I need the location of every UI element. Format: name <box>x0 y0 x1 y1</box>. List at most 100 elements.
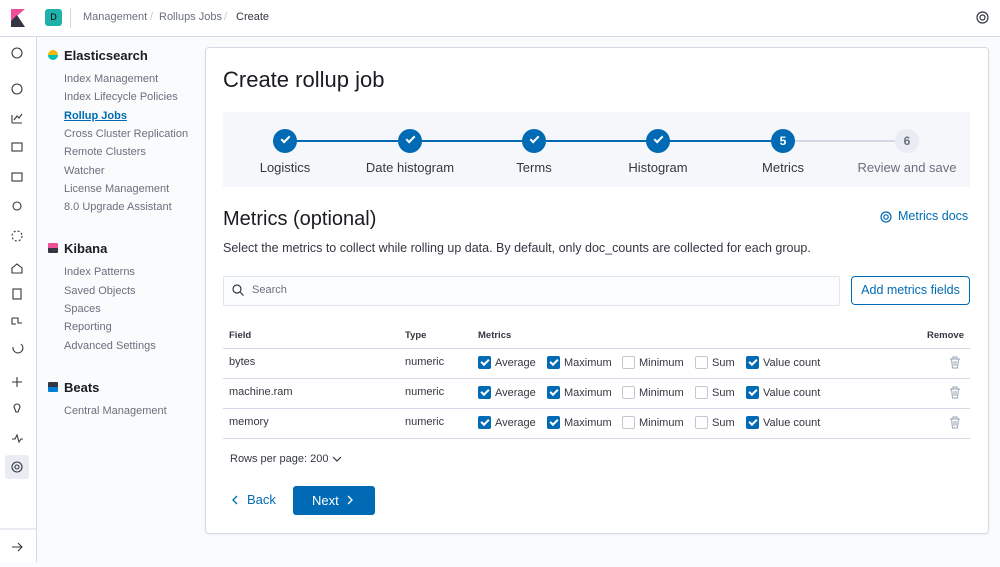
docs-link[interactable]: Metrics docs <box>898 209 969 223</box>
nav-item[interactable]: Remote Clusters <box>64 146 146 159</box>
remove-icon[interactable] <box>949 416 961 429</box>
metric-checkbox[interactable] <box>746 356 759 369</box>
type-cell: numeric <box>405 386 445 398</box>
step-label[interactable]: Logistics <box>259 160 311 175</box>
next-button[interactable] <box>293 486 375 515</box>
header: D Management / Rollups Jobs / Create <box>0 0 1000 37</box>
nav-item[interactable]: Advanced Settings <box>64 339 156 352</box>
metric-label[interactable]: Minimum <box>639 417 684 429</box>
step-circle[interactable] <box>646 129 670 153</box>
add-metrics-button[interactable]: Add metrics fields <box>851 276 970 305</box>
nav-item[interactable]: Index Management <box>64 73 159 85</box>
field-cell: bytes <box>229 356 256 368</box>
step-connector <box>285 140 410 142</box>
step-circle[interactable]: 6 <box>895 129 919 153</box>
nav-item[interactable]: Saved Objects <box>64 284 136 297</box>
metric-checkbox[interactable] <box>547 356 560 369</box>
step-connector <box>783 140 907 142</box>
metric-label[interactable]: Maximum <box>564 387 612 399</box>
nav-icons[interactable] <box>0 37 36 562</box>
space-avatar[interactable]: D <box>45 9 62 26</box>
breadcrumb[interactable]: Rollups Jobs <box>159 11 222 23</box>
metric-label[interactable]: Minimum <box>639 387 684 399</box>
column-header: Remove <box>927 330 964 341</box>
kibana-logo[interactable] <box>11 9 25 27</box>
remove-icon[interactable] <box>949 386 961 399</box>
step-connector <box>658 140 783 142</box>
field-cell: memory <box>229 416 269 428</box>
nav-item[interactable]: Index Patterns <box>64 266 135 279</box>
metric-label[interactable]: Maximum <box>564 417 612 429</box>
step-label[interactable]: Histogram <box>628 160 688 175</box>
metric-checkbox[interactable] <box>695 386 708 399</box>
help-icon[interactable] <box>976 11 989 24</box>
nav-item[interactable]: 8.0 Upgrade Assistant <box>64 201 172 214</box>
row-divider <box>223 378 970 379</box>
metric-label[interactable]: Value count <box>763 417 821 429</box>
metric-label[interactable]: Average <box>495 387 536 399</box>
metric-checkbox[interactable] <box>547 386 560 399</box>
page-title: Create rollup job <box>223 67 385 92</box>
metric-checkbox[interactable] <box>746 416 759 429</box>
next-label: Next <box>312 493 339 508</box>
metric-checkbox[interactable] <box>622 416 635 429</box>
nav-item[interactable]: Spaces <box>64 303 101 315</box>
metric-label[interactable]: Maximum <box>564 357 612 369</box>
metric-label[interactable]: Value count <box>763 387 821 399</box>
section-icon <box>48 381 58 392</box>
nav-item[interactable]: Watcher <box>64 164 105 177</box>
metric-label[interactable]: Sum <box>712 387 735 399</box>
step-circle[interactable] <box>273 129 297 153</box>
section-title: Metrics (optional) <box>223 208 377 230</box>
column-header: Field <box>229 330 252 341</box>
step-label[interactable]: Review and save <box>857 160 957 175</box>
row-divider <box>223 348 970 349</box>
step-label[interactable]: Metrics <box>762 160 804 175</box>
remove-icon[interactable] <box>949 356 961 369</box>
column-header: Metrics <box>478 330 512 341</box>
chevron-down <box>332 456 342 462</box>
metric-checkbox[interactable] <box>478 416 491 429</box>
step-connector <box>534 140 658 142</box>
metric-label[interactable]: Sum <box>712 357 735 369</box>
step-circle[interactable]: 5 <box>771 129 795 153</box>
metric-label[interactable]: Value count <box>763 357 821 369</box>
metric-checkbox[interactable] <box>547 416 560 429</box>
step-label[interactable]: Terms <box>516 160 552 175</box>
nav-item[interactable]: Index Lifecycle Policies <box>64 91 178 104</box>
metric-label[interactable]: Minimum <box>639 357 684 369</box>
nav-rail <box>0 37 37 562</box>
search-icon <box>232 284 244 296</box>
nav-item[interactable]: Central Management <box>64 404 167 417</box>
search-placeholder: Search <box>252 284 287 296</box>
field-cell: machine.ram <box>229 386 293 398</box>
nav-item[interactable]: Reporting <box>64 321 112 334</box>
step-connector <box>410 140 534 142</box>
metric-label[interactable]: Average <box>495 417 536 429</box>
metric-checkbox[interactable] <box>478 386 491 399</box>
nav-section-title: Kibana <box>64 241 108 257</box>
nav-item[interactable]: License Management <box>64 182 170 195</box>
nav-section-title: Beats <box>64 379 100 395</box>
metric-label[interactable]: Sum <box>712 417 735 429</box>
step-label[interactable]: Date histogram <box>365 160 455 175</box>
nav-item[interactable]: Cross Cluster Replication <box>64 127 189 140</box>
metric-checkbox[interactable] <box>695 416 708 429</box>
breadcrumb-sep: / <box>150 11 154 23</box>
steps-bar <box>223 112 970 187</box>
search-box[interactable] <box>223 276 840 306</box>
breadcrumb[interactable]: Management <box>83 11 148 23</box>
metric-checkbox[interactable] <box>622 356 635 369</box>
back-button[interactable]: Back <box>247 492 276 507</box>
metric-checkbox[interactable] <box>695 356 708 369</box>
step-circle[interactable] <box>398 129 422 153</box>
metric-checkbox[interactable] <box>746 386 759 399</box>
metric-checkbox[interactable] <box>622 386 635 399</box>
nav-item[interactable]: Rollup Jobs <box>64 109 127 122</box>
rows-per-page[interactable]: Rows per page: 200 <box>230 453 329 465</box>
metric-checkbox[interactable] <box>478 356 491 369</box>
back-chevron <box>232 495 238 505</box>
step-circle[interactable] <box>522 129 546 153</box>
metric-label[interactable]: Average <box>495 357 536 369</box>
